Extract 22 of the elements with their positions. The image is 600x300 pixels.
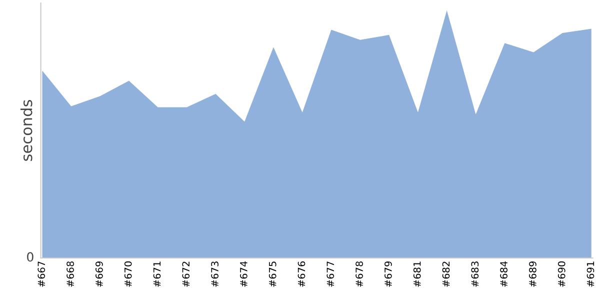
- x-tick-label: #668: [66, 261, 74, 287]
- x-tick-label: #690: [558, 261, 566, 287]
- x-tick-label: #684: [500, 261, 508, 287]
- x-tick-label: #669: [96, 261, 103, 287]
- text: 0: [27, 252, 34, 262]
- x-tick-label: #683: [471, 262, 479, 287]
- x-tick-label: #667: [38, 262, 46, 287]
- x-tick-label: #676: [298, 261, 306, 287]
- x-tick-label: #689: [529, 261, 536, 287]
- x-tick-label: #674: [240, 261, 248, 287]
- y-axis-title: seconds: [20, 100, 32, 161]
- x-tick-label: #682: [442, 262, 450, 287]
- x-tick-label: #675: [268, 262, 276, 287]
- x-tick-label: #677: [326, 262, 334, 287]
- x-tick-label: #681: [413, 262, 421, 287]
- x-tick-label: #691: [586, 262, 594, 287]
- x-tick-label: #673: [211, 262, 218, 287]
- x-tick-label: #679: [384, 261, 392, 287]
- x-tick-label: #670: [124, 261, 132, 287]
- x-tick-label: #672: [182, 262, 190, 287]
- x-tick-label: #671: [153, 262, 161, 287]
- x-tick-label: #678: [356, 261, 363, 287]
